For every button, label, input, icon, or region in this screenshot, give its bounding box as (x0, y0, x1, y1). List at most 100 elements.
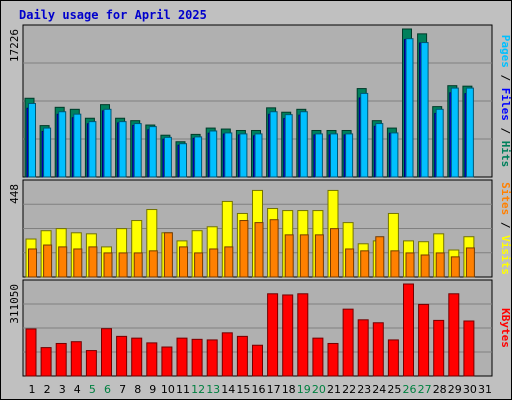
bar-kbytes-day-5 (85, 350, 97, 377)
bar-kbytes-day-1 (25, 328, 37, 377)
bar-pages-day-29 (450, 87, 459, 178)
series-sites (28, 219, 475, 278)
bar-pages-day-18 (284, 114, 293, 178)
day-label-6: 6 (104, 383, 111, 396)
panel-visits-sites: 448 Sites / Visits (8, 179, 512, 278)
day-label-3: 3 (59, 383, 66, 396)
day-label-31: 31 (478, 383, 492, 396)
bar-sites-day-7 (118, 252, 128, 278)
bar-kbytes-day-8 (131, 337, 143, 377)
day-label-5: 5 (89, 383, 96, 396)
day-label-29: 29 (448, 383, 462, 396)
bar-kbytes-day-16 (252, 344, 263, 377)
bar-pages-day-6 (103, 108, 112, 178)
bar-kbytes-day-29 (448, 293, 460, 377)
bar-pages-day-23 (360, 92, 369, 178)
bar-pages-day-8 (133, 123, 142, 178)
day-axis-labels: 1 2 3 4 5 6 7 8 9 10 11 12 13 14 15 16 17 18 19 20 21 22 23 24 2… (29, 383, 493, 396)
bar-pages-day-30 (465, 87, 474, 178)
day-label-14: 14 (221, 383, 235, 396)
bar-pages-day-17 (269, 111, 278, 178)
bar-sites-day-26 (405, 252, 415, 278)
bar-kbytes-day-13 (206, 339, 218, 377)
panel-max-label: 311050 (8, 284, 21, 324)
day-label-9: 9 (149, 383, 156, 396)
bar-pages-day-19 (299, 111, 308, 178)
panel-hits-files-pages: 17226 Pages / Files / Hits (8, 24, 512, 178)
bar-pages-day-27 (420, 42, 429, 178)
day-label-17: 17 (267, 383, 281, 396)
bar-pages-day-15 (239, 133, 248, 178)
bar-pages-day-4 (73, 113, 82, 178)
bar-sites-day-22 (345, 248, 355, 278)
series-label-0: Pages (499, 35, 512, 68)
bar-kbytes-day-27 (418, 303, 430, 377)
bar-kbytes-day-22 (342, 308, 354, 377)
bar-kbytes-day-15 (236, 335, 248, 377)
bar-pages-day-11 (179, 143, 187, 178)
bar-kbytes-day-3 (55, 342, 67, 377)
bar-kbytes-day-30 (463, 320, 475, 377)
bar-pages-day-12 (194, 136, 203, 178)
bar-sites-day-30 (465, 247, 475, 278)
bar-kbytes-day-4 (70, 341, 82, 377)
panel-series-labels: Pages / Files / Hits (499, 35, 512, 168)
day-label-13: 13 (206, 383, 220, 396)
bar-sites-day-8 (133, 252, 143, 278)
bar-kbytes-day-10 (161, 346, 173, 377)
bar-sites-day-11 (179, 246, 188, 278)
chart-title: Daily usage for April 2025 (19, 8, 207, 22)
bar-sites-day-16 (254, 222, 264, 278)
day-label-10: 10 (161, 383, 175, 396)
bar-kbytes-day-7 (116, 335, 128, 377)
bar-kbytes-day-19 (297, 293, 309, 377)
bar-kbytes-day-24 (372, 322, 384, 377)
bar-sites-day-28 (435, 252, 445, 278)
day-label-26: 26 (403, 383, 417, 396)
panel-max-label: 448 (8, 184, 21, 204)
day-label-25: 25 (387, 383, 401, 396)
bar-pages-day-21 (330, 133, 338, 178)
day-label-7: 7 (119, 383, 126, 396)
bar-sites-day-19 (299, 234, 309, 278)
bar-sites-day-18 (284, 234, 294, 278)
bar-kbytes-day-9 (146, 342, 158, 377)
bar-kbytes-day-17 (267, 293, 279, 377)
series-label-2: Visits (499, 235, 512, 275)
bar-pages-day-20 (314, 133, 323, 178)
panel-max-label: 17226 (8, 29, 21, 62)
series-label-3: / (499, 121, 512, 141)
series-label-2: Files (499, 88, 512, 121)
series-label-0: Sites (499, 182, 512, 215)
bar-pages-day-28 (435, 108, 444, 178)
day-label-18: 18 (282, 383, 296, 396)
bar-pages-day-13 (209, 130, 218, 178)
series-kbytes (25, 283, 475, 377)
bar-pages-day-22 (345, 133, 354, 178)
bar-pages-day-9 (148, 126, 157, 178)
bar-sites-day-13 (209, 248, 219, 278)
day-label-21: 21 (327, 383, 341, 396)
bar-kbytes-day-25 (387, 339, 399, 377)
series-label-0: KBytes (499, 308, 512, 348)
bar-kbytes-day-2 (40, 347, 52, 377)
bar-kbytes-day-23 (357, 319, 369, 377)
bar-kbytes-day-20 (312, 337, 324, 377)
day-label-15: 15 (236, 383, 250, 396)
bar-pages-day-3 (58, 111, 67, 178)
day-label-12: 12 (191, 383, 205, 396)
bar-pages-day-10 (163, 136, 172, 178)
day-label-1: 1 (29, 383, 36, 396)
bar-sites-day-6 (103, 252, 113, 278)
panel-series-labels: Sites / Visits (499, 182, 512, 275)
bar-pages-day-1 (28, 102, 36, 178)
bar-sites-day-5 (88, 246, 98, 278)
day-label-22: 22 (342, 383, 356, 396)
bar-sites-day-9 (148, 250, 158, 278)
bar-pages-day-24 (375, 123, 384, 178)
bar-sites-day-17 (269, 219, 279, 278)
bar-sites-day-14 (224, 246, 234, 278)
bar-sites-day-3 (58, 246, 68, 278)
bar-sites-day-27 (420, 254, 430, 278)
bar-kbytes-day-11 (176, 337, 188, 377)
